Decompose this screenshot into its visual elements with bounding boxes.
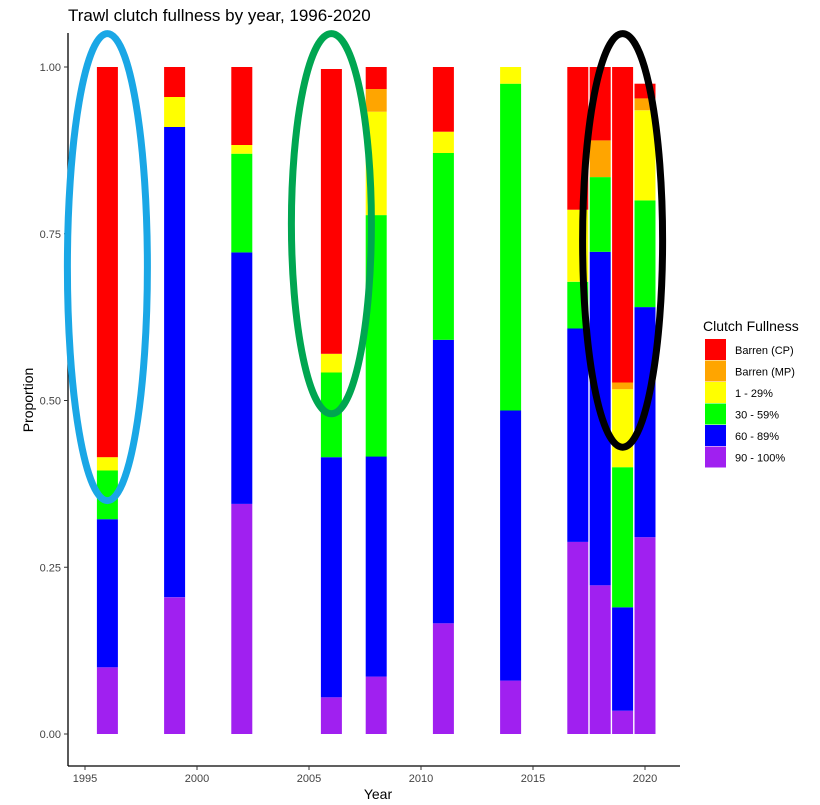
y-tick-label: 0.75 (40, 229, 61, 241)
x-axis-title: Year (364, 786, 393, 802)
highlight-ellipse-2006 (287, 30, 375, 418)
legend-swatch (705, 403, 726, 425)
bar-segment-2020-1-29- (634, 110, 656, 201)
highlight-ellipse-1996 (63, 30, 151, 505)
bar-segment-2014-30-59- (500, 83, 522, 411)
bar-segment-2008-90-100- (365, 676, 387, 734)
bar-segment-2020-30-59- (634, 200, 656, 308)
bar-segment-2014-60-89- (500, 410, 522, 681)
bar-segment-2008-barren-mp- (365, 89, 387, 112)
bar-segment-2011-90-100- (432, 623, 454, 734)
bar-segment-2002-barren-cp- (231, 67, 253, 145)
x-tick-label: 2020 (633, 773, 657, 785)
bar-segment-2019-90-100- (612, 710, 634, 734)
bar-segment-1999-barren-cp- (164, 67, 186, 97)
bar-segment-2002-1-29- (231, 145, 253, 154)
legend-swatch (705, 446, 726, 468)
annotations-layer (63, 30, 667, 505)
bar-segment-1996-60-89- (96, 519, 118, 668)
y-tick-label: 0.25 (40, 562, 61, 574)
x-tick-label: 1995 (73, 773, 97, 785)
x-tick-label: 2005 (297, 773, 321, 785)
y-tick-label: 0.00 (40, 729, 61, 741)
bar-segment-2006-60-89- (320, 457, 342, 698)
bar-segment-2018-30-59- (589, 177, 611, 252)
legend-label: 1 - 29% (735, 388, 773, 400)
bar-segment-2011-60-89- (432, 339, 454, 624)
bar-segment-1996-90-100- (96, 667, 118, 734)
bar-segment-2018-90-100- (589, 585, 611, 734)
bar-segment-2002-60-89- (231, 252, 253, 504)
legend-swatch (705, 425, 726, 446)
bars-layer (96, 67, 656, 734)
bar-segment-2011-30-59- (432, 153, 454, 340)
bar-segment-2002-90-100- (231, 503, 253, 734)
y-tick-label: 1.00 (40, 62, 61, 74)
bar-segment-2019-30-59- (612, 467, 634, 608)
y-axis-title: Proportion (20, 368, 36, 433)
bar-segment-2008-barren-cp- (365, 67, 387, 89)
bar-segment-2006-90-100- (320, 697, 342, 734)
bar-segment-2019-1-29- (612, 389, 634, 468)
legend: Clutch Fullness Barren (CP) Barren (MP) 1 … (703, 318, 799, 468)
y-tick-label: 0.50 (40, 396, 61, 408)
legend-swatch (705, 339, 726, 360)
chart-title: Trawl clutch fullness by year, 1996-2020 (68, 6, 371, 25)
bar-segment-2017-90-100- (567, 541, 589, 734)
bar-segment-2006-barren-cp- (320, 69, 342, 354)
legend-label: 30 - 59% (735, 410, 779, 422)
axes-layer: 0.00 0.25 0.50 0.75 1.00 1995 2000 2005 2010 2015… (40, 33, 680, 785)
legend-swatch (705, 360, 726, 382)
bar-segment-2002-30-59- (231, 153, 253, 253)
legend-label: Barren (CP) (735, 345, 794, 357)
bar-segment-2006-1-29- (320, 353, 342, 373)
bar-segment-2011-barren-cp- (432, 67, 454, 132)
bar-segment-2019-barren-mp- (612, 382, 634, 390)
legend-label: 60 - 89% (735, 431, 779, 443)
x-tick-label: 2000 (185, 773, 209, 785)
bar-segment-2020-90-100- (634, 537, 656, 734)
bar-segment-1996-30-59- (96, 470, 118, 520)
legend-swatch (705, 382, 726, 403)
bar-segment-1999-90-100- (164, 597, 186, 734)
bar-segment-2014-1-29- (500, 67, 522, 84)
bar-segment-1999-60-89- (164, 127, 186, 598)
bar-segment-2017-60-89- (567, 328, 589, 542)
bar-segment-2019-60-89- (612, 607, 634, 711)
bar-segment-1996-1-29- (96, 457, 118, 471)
x-tick-label: 2010 (409, 773, 433, 785)
legend-title: Clutch Fullness (703, 318, 799, 334)
bar-segment-2018-barren-mp- (589, 140, 611, 178)
x-tick-label: 2015 (521, 773, 545, 785)
legend-label: Barren (MP) (735, 367, 795, 379)
legend-label: 90 - 100% (735, 453, 785, 465)
bar-segment-1996-barren-cp- (96, 67, 118, 458)
bar-segment-2011-1-29- (432, 131, 454, 153)
bar-segment-2014-90-100- (500, 680, 522, 734)
bar-segment-1999-1-29- (164, 97, 186, 127)
bar-segment-2019-barren-cp- (612, 67, 634, 383)
bar-segment-2008-60-89- (365, 456, 387, 677)
highlight-ellipse-2019 (579, 30, 667, 451)
